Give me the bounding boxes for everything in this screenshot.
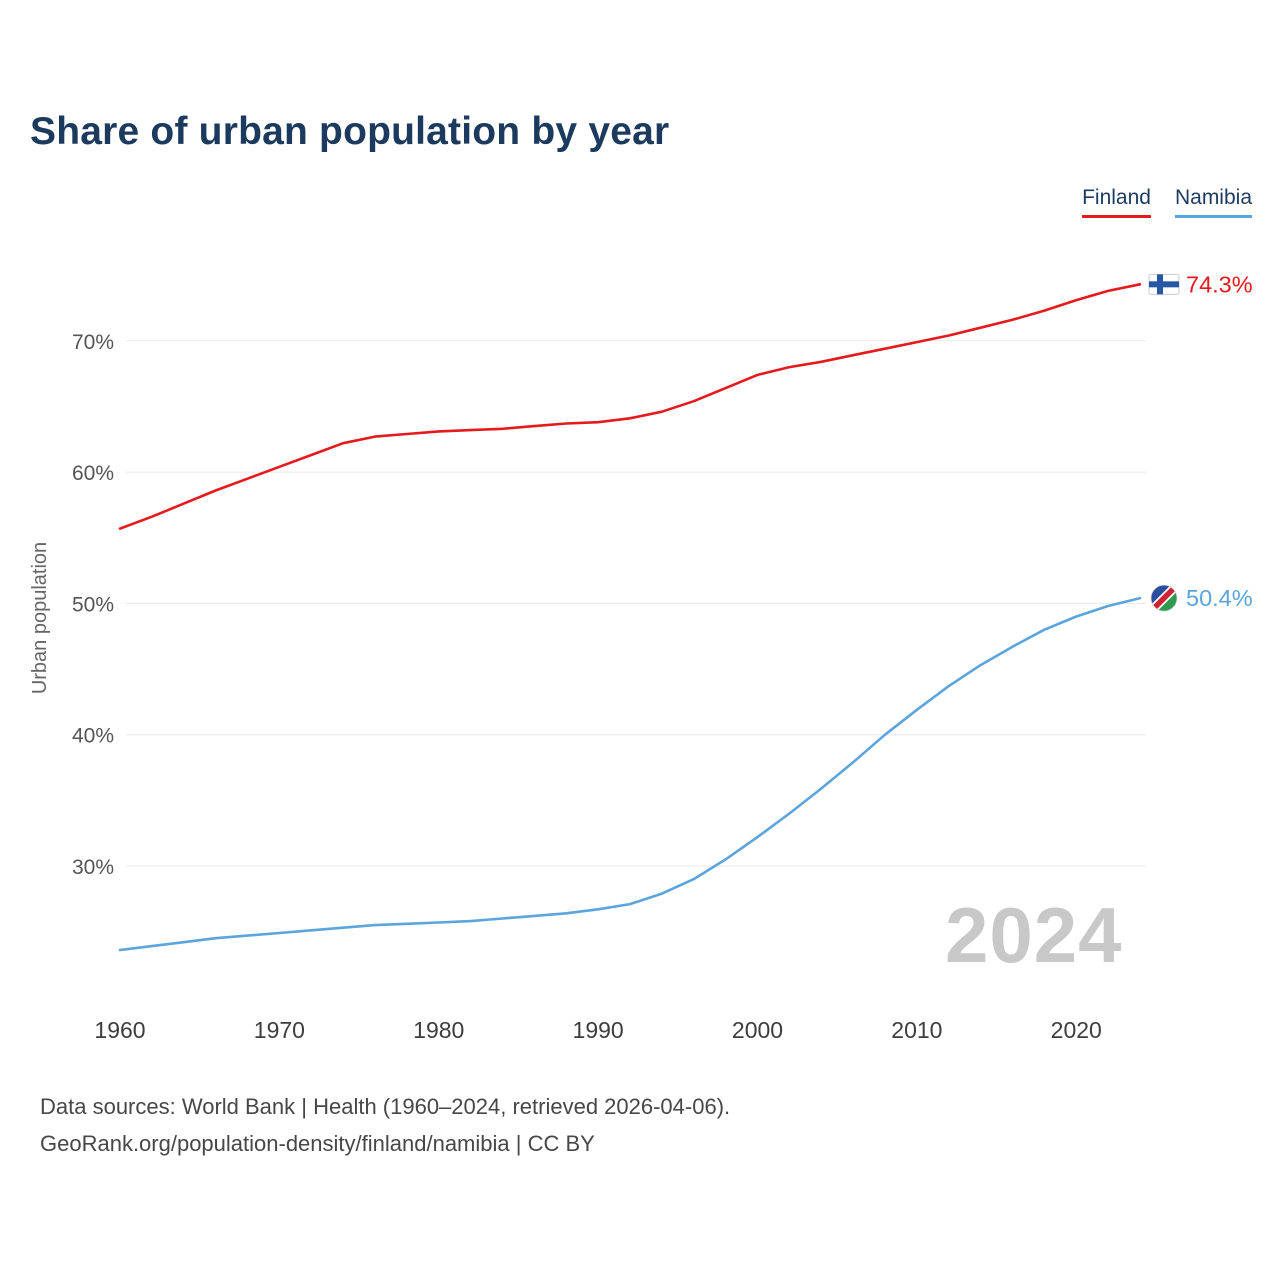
page-title: Share of urban population by year — [30, 110, 670, 153]
watermark-year: 2024 — [945, 891, 1123, 979]
y-axis-label: Urban population — [29, 542, 51, 694]
end-value-label-finland: 74.3% — [1186, 271, 1253, 297]
end-value-label-namibia: 50.4% — [1186, 585, 1253, 611]
x-tick-label: 1970 — [254, 1017, 305, 1043]
x-tick-label: 2010 — [891, 1017, 942, 1043]
y-tick-label: 60% — [72, 462, 114, 485]
legend: Finland Namibia — [1082, 186, 1252, 218]
footer-attribution: GeoRank.org/population-density/finland/n… — [40, 1131, 595, 1156]
footer: Data sources: World Bank | Health (1960–… — [40, 1088, 730, 1162]
line-namibia[interactable] — [118, 596, 1142, 952]
line-finland[interactable] — [118, 283, 1142, 530]
x-tick-label: 2000 — [732, 1017, 783, 1043]
footer-sources: Data sources: World Bank | Health (1960–… — [40, 1094, 731, 1119]
legend-item-namibia[interactable]: Namibia — [1174, 186, 1252, 218]
x-tick-label: 2020 — [1051, 1017, 1102, 1043]
finland-flag-icon — [1148, 273, 1180, 295]
y-tick-label: 30% — [72, 856, 114, 879]
x-tick-label: 1990 — [573, 1017, 624, 1043]
namibia-flag-icon — [1150, 584, 1178, 612]
x-tick-label: 1980 — [413, 1017, 464, 1043]
y-tick-label: 40% — [72, 725, 114, 748]
y-tick-label: 70% — [72, 331, 114, 354]
x-tick-label: 1960 — [94, 1017, 145, 1043]
y-tick-label: 50% — [72, 593, 114, 616]
legend-item-finland[interactable]: Finland — [1082, 186, 1151, 218]
